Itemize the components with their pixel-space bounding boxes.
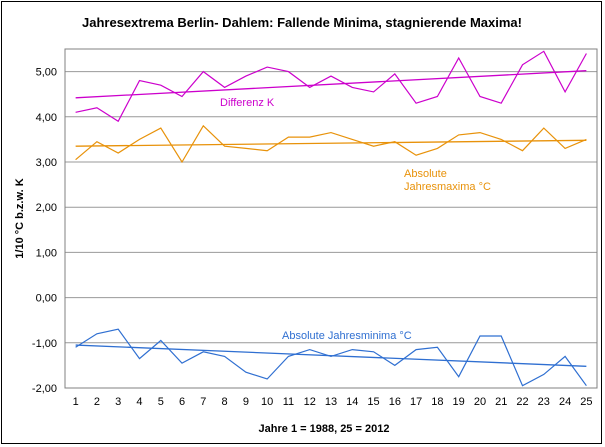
x-tick-label: 18 <box>431 396 443 408</box>
x-axis-label: Jahre 1 = 1988, 25 = 2012 <box>259 423 390 435</box>
y-tick-label: -1,00 <box>32 338 57 350</box>
x-tick-label: 11 <box>283 396 294 408</box>
x-tick-label: 21 <box>495 396 507 408</box>
annotation-minima: Absolute Jahresminima °C <box>282 330 412 342</box>
y-tick-label: -2,00 <box>32 383 57 395</box>
x-tick-label: 22 <box>516 396 528 408</box>
x-tick-label: 7 <box>200 396 206 408</box>
x-tick-label: 14 <box>346 396 358 408</box>
x-tick-label: 1 <box>73 396 79 408</box>
trend-lines <box>75 70 587 367</box>
trend-line-maxima <box>75 139 587 147</box>
x-tick-label: 24 <box>559 396 571 408</box>
x-tick-label: 10 <box>261 396 273 408</box>
x-tick-label: 5 <box>158 396 164 408</box>
series-line-minima <box>75 328 587 387</box>
y-tick-label: 1,00 <box>36 247 57 259</box>
y-tick-label: 4,00 <box>36 112 57 124</box>
x-tick-label: 15 <box>367 396 379 408</box>
x-tick-label: 2 <box>94 396 100 408</box>
annotation-differenz: Differenz K <box>220 97 275 109</box>
plot-area <box>64 48 598 389</box>
x-tick-label: 19 <box>453 396 465 408</box>
x-tick-label: 8 <box>222 396 228 408</box>
x-tick-label: 13 <box>325 396 337 408</box>
x-tick-label: 16 <box>389 396 401 408</box>
annotation-maxima: Absolute Jahresmaxima °C <box>404 168 491 193</box>
x-tick-label: 20 <box>474 396 486 408</box>
x-tick-label: 12 <box>304 396 316 408</box>
x-tick-label: 9 <box>243 396 249 408</box>
series-annotations: Differenz K Absolute Jahresmaxima °C Absolu… <box>220 97 491 342</box>
chart-title: Jahresextrema Berlin- Dahlem: Fallende M… <box>82 15 522 30</box>
series-line-differenz <box>75 50 587 123</box>
x-tick-labels: 1 2 3 4 5 6 7 8 9 10 11 12 13 14 15 16 17 18 19 20 21 22 23 24 2… <box>73 396 593 408</box>
y-tick-label: 0,00 <box>36 293 57 305</box>
x-tick-label: 25 <box>580 396 592 408</box>
x-tick-label: 6 <box>179 396 185 408</box>
y-tick-label: 2,00 <box>36 202 57 214</box>
x-tick-label: 3 <box>115 396 121 408</box>
y-tick-label: 3,00 <box>36 157 57 169</box>
grid-lines <box>65 71 597 344</box>
y-tick-labels: -2,00 -1,00 0,00 1,00 2,00 3,00 4,00 5,00 <box>32 67 57 395</box>
x-tick-label: 17 <box>410 396 422 408</box>
x-tick-label: 4 <box>136 396 142 408</box>
series-lines <box>75 50 587 387</box>
x-tick-label: 23 <box>538 396 550 408</box>
y-tick-label: 5,00 <box>36 67 57 79</box>
trend-line-differenz <box>75 70 587 99</box>
series-line-maxima <box>75 124 587 164</box>
trend-line-minima <box>75 344 587 367</box>
y-axis-label: 1/10 °C b.z.w. K <box>14 178 26 258</box>
